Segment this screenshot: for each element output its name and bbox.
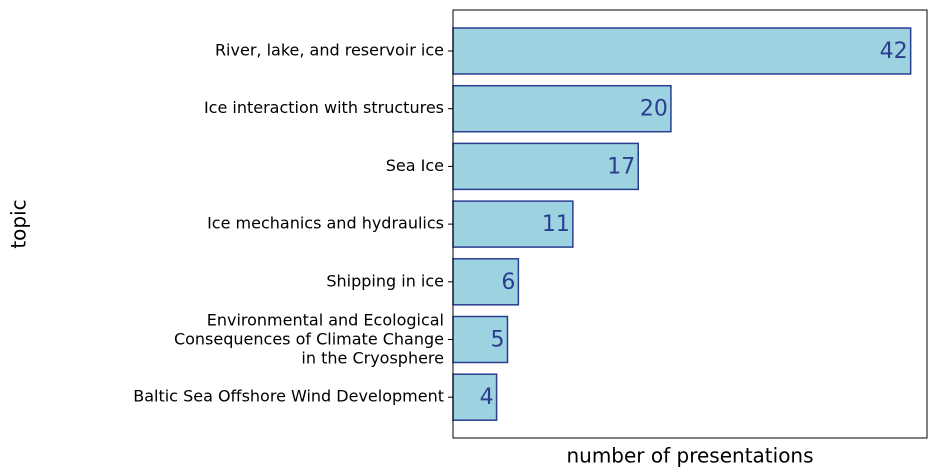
y-axis-label: topic — [7, 199, 31, 248]
bar — [452, 258, 520, 306]
bar — [452, 84, 672, 133]
y-tick-label: Sea Ice — [386, 156, 444, 175]
value-label: 4 — [480, 385, 494, 410]
value-label: 11 — [542, 212, 570, 237]
y-tick-label: Ice mechanics and hydraulics — [207, 214, 444, 233]
y-tick-label: Ice interaction with structures — [204, 98, 444, 117]
bar — [452, 27, 912, 75]
plot-frame — [452, 9, 928, 439]
value-label: 42 — [880, 39, 908, 64]
bar — [452, 315, 509, 364]
y-tick-label: Baltic Sea Offshore Wind Development — [133, 387, 444, 406]
x-axis-label: number of presentations — [566, 444, 813, 468]
value-label: 5 — [490, 328, 504, 353]
y-tick-label: Shipping in ice — [326, 271, 444, 290]
value-label: 6 — [501, 270, 515, 295]
y-tick-label: Environmental and Ecological Consequences… — [174, 310, 444, 367]
y-tick-label: River, lake, and reservoir ice — [215, 41, 444, 60]
value-label: 17 — [607, 154, 635, 179]
value-label: 20 — [640, 97, 668, 122]
bar — [452, 200, 574, 248]
